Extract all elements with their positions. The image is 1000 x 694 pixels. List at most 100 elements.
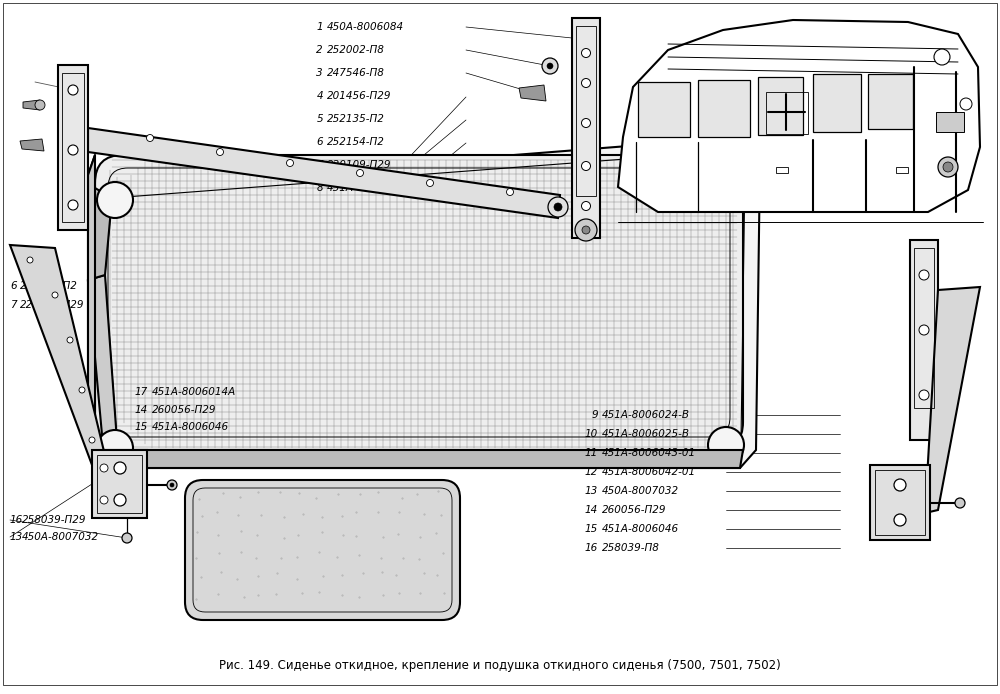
Polygon shape <box>88 188 112 280</box>
Circle shape <box>68 85 78 95</box>
Circle shape <box>943 162 953 172</box>
Circle shape <box>582 49 590 58</box>
Text: 451А-8006024-В: 451А-8006024-В <box>602 410 690 420</box>
Circle shape <box>170 483 174 487</box>
Text: 451А-8006046: 451А-8006046 <box>152 422 229 432</box>
Text: 450А-8006084: 450А-8006084 <box>327 22 404 32</box>
Bar <box>813 74 861 132</box>
Text: 260056-П29: 260056-П29 <box>152 405 216 415</box>
Circle shape <box>960 98 972 110</box>
Bar <box>638 82 690 137</box>
Text: 220109-П29: 220109-П29 <box>20 300 84 310</box>
Circle shape <box>122 533 132 543</box>
Polygon shape <box>20 139 44 151</box>
Circle shape <box>575 219 597 241</box>
Polygon shape <box>925 287 980 513</box>
Circle shape <box>146 135 154 142</box>
Circle shape <box>35 100 45 110</box>
Text: 14: 14 <box>585 505 598 515</box>
Text: 10: 10 <box>585 429 598 439</box>
Circle shape <box>507 189 514 196</box>
Circle shape <box>894 514 906 526</box>
Text: 258039-П8: 258039-П8 <box>602 543 660 553</box>
Text: 7: 7 <box>316 160 323 170</box>
Bar <box>910 240 938 440</box>
Text: ПЗКА: ПЗКА <box>343 323 517 377</box>
Circle shape <box>167 480 177 490</box>
Bar <box>875 470 925 535</box>
Text: 450А-8007032: 450А-8007032 <box>22 532 99 542</box>
Polygon shape <box>519 85 546 101</box>
Text: 2: 2 <box>316 45 323 55</box>
Text: 6: 6 <box>316 137 323 147</box>
Polygon shape <box>95 450 743 468</box>
Circle shape <box>955 498 965 508</box>
Circle shape <box>548 197 568 217</box>
Polygon shape <box>88 275 118 468</box>
Text: 451А-8006025-В: 451А-8006025-В <box>602 429 690 439</box>
Bar <box>936 112 964 132</box>
Circle shape <box>79 387 85 393</box>
Polygon shape <box>88 155 95 450</box>
Circle shape <box>582 162 590 171</box>
Circle shape <box>894 479 906 491</box>
Circle shape <box>114 462 126 474</box>
Circle shape <box>582 201 590 210</box>
Text: 3: 3 <box>316 68 323 78</box>
Text: 260056-П29: 260056-П29 <box>602 505 666 515</box>
Bar <box>758 77 803 135</box>
Circle shape <box>356 169 364 176</box>
Bar <box>572 18 600 238</box>
Circle shape <box>89 437 95 443</box>
Text: 13: 13 <box>585 486 598 496</box>
Circle shape <box>114 494 126 506</box>
Circle shape <box>708 427 744 463</box>
Bar <box>868 74 913 129</box>
Circle shape <box>582 226 590 234</box>
Text: 17: 17 <box>135 387 148 397</box>
Circle shape <box>919 270 929 280</box>
Text: 247546-П8: 247546-П8 <box>327 68 385 78</box>
Circle shape <box>100 496 108 504</box>
FancyBboxPatch shape <box>185 480 460 620</box>
Circle shape <box>97 430 133 466</box>
FancyBboxPatch shape <box>95 155 743 450</box>
Bar <box>58 65 88 230</box>
Bar <box>62 73 84 222</box>
Bar <box>92 450 147 518</box>
Text: 5: 5 <box>316 114 323 124</box>
Circle shape <box>100 464 108 472</box>
Text: 252154-П2: 252154-П2 <box>327 137 385 147</box>
Bar <box>776 167 788 173</box>
Circle shape <box>938 157 958 177</box>
Text: 451А-8006106: 451А-8006106 <box>327 183 404 193</box>
Polygon shape <box>88 128 560 218</box>
Circle shape <box>216 149 224 155</box>
Bar <box>896 167 908 173</box>
Bar <box>97 455 142 513</box>
Text: 8: 8 <box>316 183 323 193</box>
Bar <box>914 248 934 408</box>
Text: 252154-П2: 252154-П2 <box>20 281 78 291</box>
Circle shape <box>547 63 553 69</box>
Bar <box>576 26 596 196</box>
Bar <box>766 92 808 134</box>
Polygon shape <box>618 20 980 212</box>
Circle shape <box>426 180 434 187</box>
Text: 451А-8006014А: 451А-8006014А <box>152 387 236 397</box>
Text: 450А-8007032: 450А-8007032 <box>602 486 679 496</box>
Text: 15: 15 <box>135 422 148 432</box>
Polygon shape <box>88 138 760 468</box>
Text: 16: 16 <box>10 515 23 525</box>
Text: 9: 9 <box>591 410 598 420</box>
Circle shape <box>934 49 950 65</box>
Text: 220109-П29: 220109-П29 <box>327 160 392 170</box>
Text: 14: 14 <box>135 405 148 415</box>
Text: 11: 11 <box>585 448 598 458</box>
Text: 451А-8006046: 451А-8006046 <box>602 524 679 534</box>
Circle shape <box>919 325 929 335</box>
Circle shape <box>68 145 78 155</box>
Text: 15: 15 <box>585 524 598 534</box>
Circle shape <box>542 58 558 74</box>
Text: 201456-П29: 201456-П29 <box>327 91 392 101</box>
